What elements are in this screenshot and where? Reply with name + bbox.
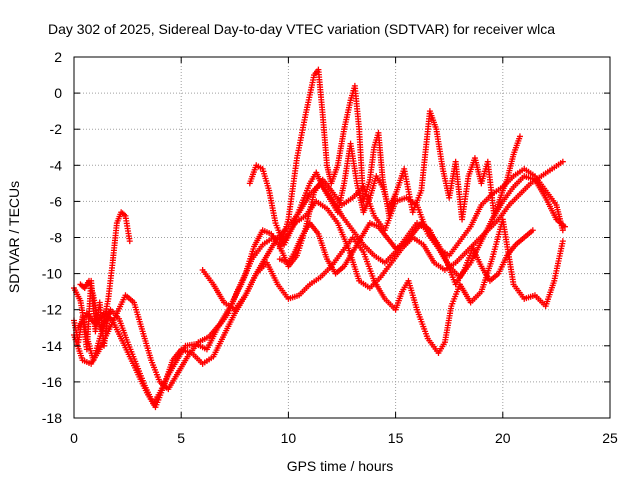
y-tick-label: -2 [50, 121, 63, 137]
data-point [105, 310, 112, 317]
data-point [559, 227, 566, 234]
y-tick-label: -8 [50, 230, 63, 246]
y-axis-label: SDTVAR / TECUs [6, 181, 22, 293]
y-tick-label: -6 [50, 193, 63, 209]
data-point [529, 227, 536, 234]
series-track-5 [276, 220, 536, 288]
y-tick-label: -4 [50, 157, 63, 173]
series-track-4 [199, 216, 566, 357]
y-tick-label: 2 [54, 49, 62, 65]
x-tick-label: 10 [281, 430, 297, 446]
data-point [559, 238, 566, 245]
y-tick-label: -10 [42, 266, 62, 282]
series-track-6 [276, 66, 523, 252]
y-tick-label: -12 [42, 302, 62, 318]
y-tick-label: -14 [42, 338, 62, 354]
series-track-7 [246, 140, 399, 248]
series-track-9 [71, 277, 112, 353]
y-tick-label: -18 [42, 410, 62, 426]
x-tick-label: 15 [388, 430, 404, 446]
data-point [516, 133, 523, 140]
chart-title: Day 302 of 2025, Sidereal Day-to-day VTE… [48, 21, 555, 37]
x-tick-label: 0 [70, 430, 78, 446]
data-point [126, 238, 133, 245]
x-tick-label: 20 [495, 430, 511, 446]
x-tick-label: 25 [602, 430, 618, 446]
x-axis-label: GPS time / hours [287, 458, 394, 474]
y-tick-label: -16 [42, 374, 62, 390]
data-point [392, 191, 399, 198]
y-tick-label: 0 [54, 85, 62, 101]
data-point [559, 158, 566, 165]
x-tick-label: 5 [177, 430, 185, 446]
data-point [561, 223, 568, 230]
data-points [71, 66, 568, 411]
